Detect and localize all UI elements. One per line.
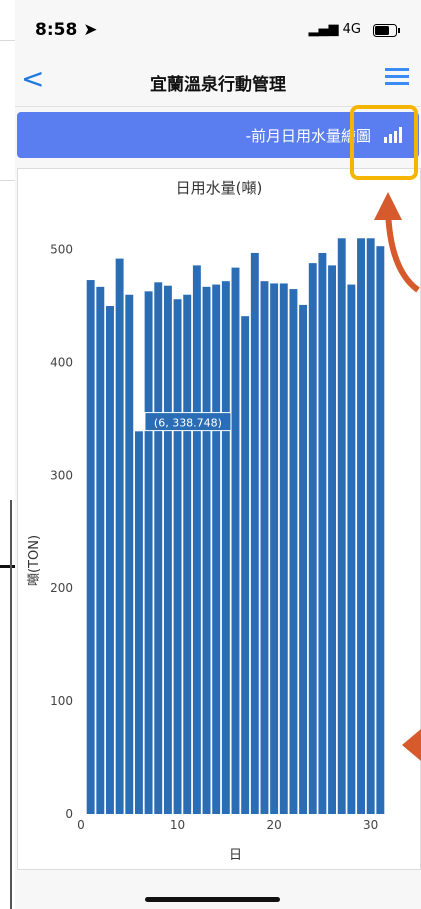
chart-bar[interactable]: [86, 280, 95, 814]
tooltip-box: [144, 412, 232, 432]
chart-bar[interactable]: [299, 304, 308, 814]
battery-icon: [373, 24, 400, 37]
chart-bar[interactable]: [173, 299, 182, 814]
y-tick-label: 500: [50, 243, 73, 257]
y-tick-label: 0: [65, 807, 73, 821]
bar-chart[interactable]: 0 100 200 300 400 500 0 10 20 30 噸(TON) 日 (6, 338.74…: [18, 169, 420, 869]
list-menu-icon[interactable]: [385, 68, 409, 90]
chart-bar[interactable]: [357, 238, 365, 814]
chart-bar[interactable]: [279, 283, 288, 814]
chart-bar[interactable]: [231, 267, 240, 815]
background-line: [0, 40, 15, 41]
y-tick-label: 100: [50, 694, 73, 708]
chart-bar[interactable]: [337, 238, 346, 814]
chart-bar[interactable]: [183, 294, 192, 814]
chart-bar[interactable]: [308, 263, 317, 815]
chart-bar[interactable]: [202, 286, 211, 814]
x-tick-label: 0: [77, 818, 85, 832]
y-tick-label: 200: [50, 581, 73, 595]
chart-bar[interactable]: [96, 286, 105, 814]
chart-bar[interactable]: [328, 265, 337, 815]
navigation-bar: < 宜蘭溫泉行動管理: [15, 56, 421, 107]
chart-bar[interactable]: [241, 316, 250, 814]
chart-bar[interactable]: [163, 285, 172, 814]
tooltip-text: (6, 338.748): [154, 417, 222, 430]
chart-bar[interactable]: [115, 258, 124, 815]
highlight-box: [350, 105, 418, 180]
status-time: 8:58 ➤: [35, 20, 98, 40]
chart-bar[interactable]: [270, 283, 279, 814]
chart-bar[interactable]: [212, 284, 221, 814]
chart-bar[interactable]: [289, 289, 298, 814]
chart-bar[interactable]: [134, 431, 143, 814]
chart-bar[interactable]: [192, 265, 201, 815]
x-tick-label: 10: [170, 818, 185, 832]
y-tick-label: 400: [50, 355, 73, 369]
chart-bar[interactable]: [376, 246, 385, 815]
back-button[interactable]: <: [21, 62, 45, 95]
background-line: [0, 180, 15, 181]
y-tick-label: 300: [50, 468, 73, 482]
chart-banner-label: -前月日用水量繪圖: [245, 127, 371, 145]
chart-bar[interactable]: [250, 252, 259, 814]
chart-bar[interactable]: [221, 281, 230, 814]
background-line: [0, 565, 15, 568]
bar-chart-icon[interactable]: [383, 124, 405, 144]
chart-bar[interactable]: [318, 252, 327, 814]
signal-indicator: ▂▄▆ 4G: [308, 22, 361, 37]
x-tick-label: 30: [363, 818, 378, 832]
status-bar: 8:58 ➤ ▂▄▆ 4G: [15, 0, 421, 56]
chart-bar[interactable]: [144, 291, 153, 814]
chart-bar[interactable]: [125, 294, 134, 814]
annotation-arrow: [374, 192, 420, 293]
home-indicator: [145, 897, 280, 902]
annotation-arrow: [402, 729, 421, 761]
chart-bar[interactable]: [347, 284, 356, 814]
x-tick-label: 20: [266, 818, 281, 832]
chart-title: 日用水量(噸): [175, 179, 263, 197]
chart-bar[interactable]: [260, 281, 269, 814]
x-axis-label: 日: [229, 848, 242, 863]
y-axis-label: 噸(TON): [27, 535, 42, 586]
page-title: 宜蘭溫泉行動管理: [150, 75, 286, 95]
background-line: [10, 500, 12, 909]
chart-panel: 日用水量(噸) 0 100 200 300 400 500 0 10 20 30 噸(TON) 日 (6…: [17, 168, 421, 870]
chart-bar[interactable]: [366, 238, 375, 814]
chart-bar[interactable]: [154, 282, 163, 814]
chart-bar[interactable]: [106, 306, 114, 814]
